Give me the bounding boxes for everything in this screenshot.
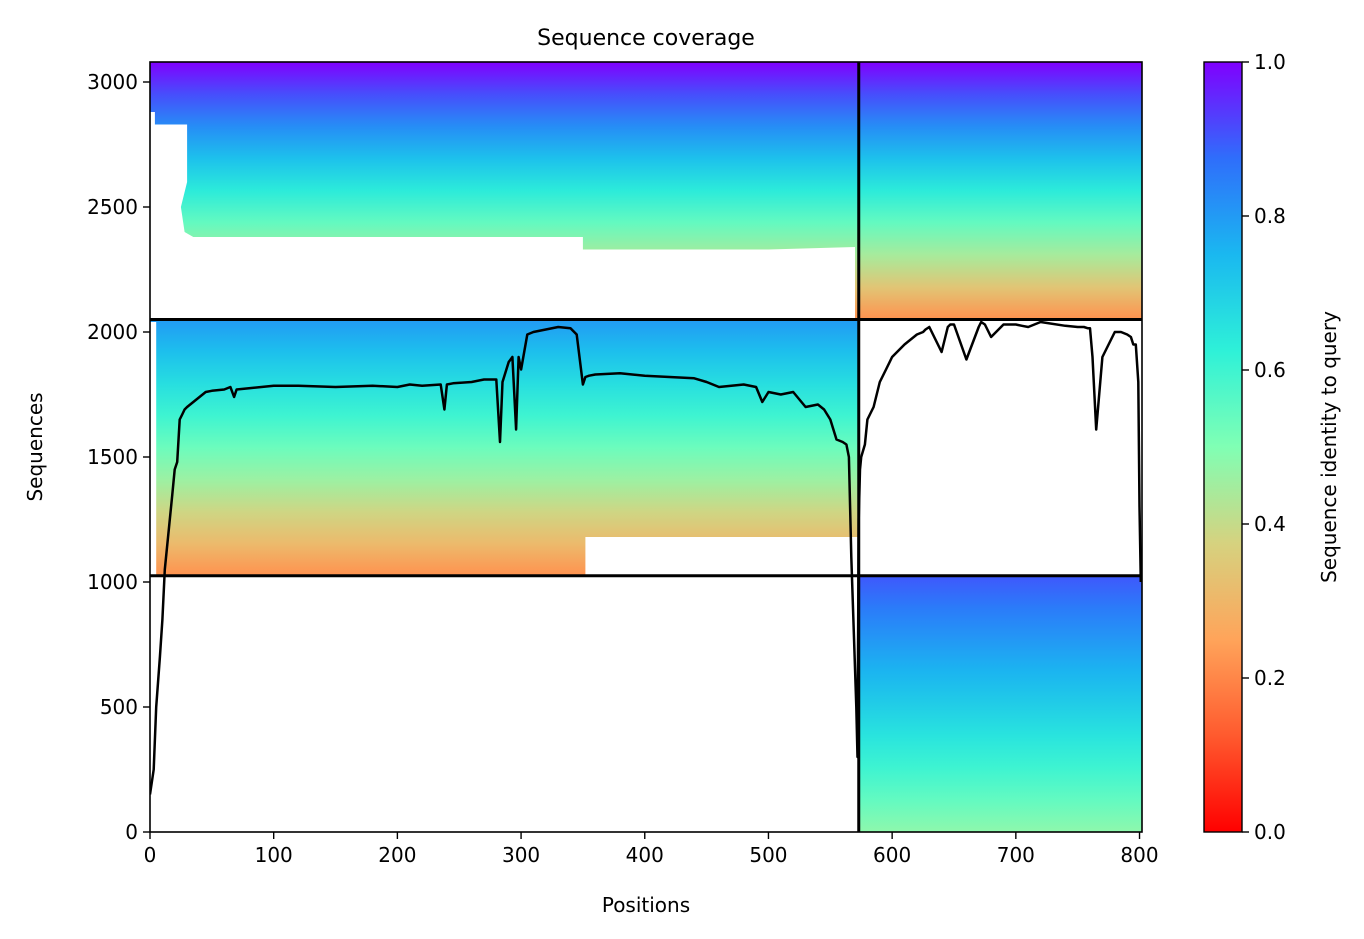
coverage-gap-0: [150, 112, 855, 320]
chart-title: Sequence coverage: [537, 26, 755, 51]
x-tick-label: 300: [502, 843, 540, 867]
y-tick-label: 1500: [87, 445, 138, 469]
colorbar: [1203, 61, 1243, 833]
x-tick-label: 100: [255, 843, 293, 867]
x-tick-label: 800: [1120, 843, 1158, 867]
y-tick-label: 2500: [87, 195, 138, 219]
y-tick-label: 1000: [87, 570, 138, 594]
heatmap-gaps: [150, 112, 859, 576]
y-tick-label: 2000: [87, 320, 138, 344]
plot-frame: [149, 61, 1143, 833]
x-axis-label: Positions: [602, 893, 690, 917]
coverage-gap-2: [150, 322, 157, 576]
colorbar-axis: 0.0 0.2 0.4 0.6 0.8 1.0: [1242, 50, 1286, 844]
x-tick-label: 400: [626, 843, 664, 867]
y-tick-label: 500: [100, 695, 138, 719]
colorbar-tick-label: 0.0: [1254, 820, 1286, 844]
x-axis: 0 100 200 300 400 500 600 700 800: [144, 832, 1159, 867]
colorbar-tick-label: 0.2: [1254, 666, 1286, 690]
colorbar-tick-label: 0.8: [1254, 204, 1286, 228]
colorbar-tick-label: 0.4: [1254, 512, 1286, 536]
y-axis: 0 500 1000 1500 2000 2500 3000: [87, 70, 150, 844]
y-axis-label: Sequences: [23, 392, 47, 501]
heatmap-blocks: [150, 62, 1142, 832]
x-tick-label: 500: [749, 843, 787, 867]
block-boundary-lines: [150, 62, 1142, 832]
heatmap-block-bottom-right: [858, 575, 1142, 832]
coverage-gap-3: [585, 537, 859, 576]
colorbar-tick-label: 1.0: [1254, 50, 1286, 74]
coverage-line: [150, 320, 1142, 795]
coverage-gap-1: [150, 289, 769, 320]
colorbar-tick-label: 0.6: [1254, 358, 1286, 382]
heatmap-block-middle-left: [150, 319, 859, 576]
y-tick-label: 0: [125, 820, 138, 844]
x-tick-label: 700: [997, 843, 1035, 867]
heatmap-block-top-right: [858, 62, 1142, 320]
y-tick-label: 3000: [87, 70, 138, 94]
colorbar-label: Sequence identity to query: [1317, 311, 1341, 583]
x-tick-label: 600: [873, 843, 911, 867]
x-tick-label: 200: [378, 843, 416, 867]
coverage-line-group: [150, 320, 1142, 795]
x-tick-label: 0: [144, 843, 157, 867]
